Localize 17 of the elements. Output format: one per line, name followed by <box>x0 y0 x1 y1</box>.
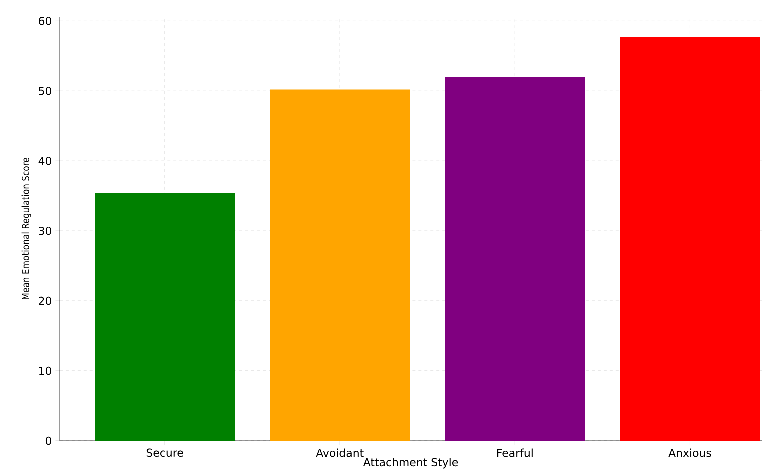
y-axis-title: Mean Emotional Regulation Score <box>22 158 32 300</box>
y-tick-label: 40 <box>38 156 52 166</box>
y-tick-label: 60 <box>39 17 52 26</box>
x-tick-label: Anxious <box>668 448 712 458</box>
y-tick-label: 0 <box>46 436 52 446</box>
x-axis-title: Attachment Style <box>363 458 458 469</box>
x-tick-label: Avoidant <box>316 448 364 458</box>
x-tick-label: Secure <box>146 448 184 458</box>
y-tick-label: 50 <box>39 87 52 96</box>
x-tick-label: Fearful <box>497 448 533 458</box>
y-tick-label: 20 <box>39 296 52 306</box>
bar <box>620 37 760 441</box>
bar <box>445 77 586 441</box>
bar <box>95 193 236 441</box>
y-tick-label: 30 <box>39 226 52 236</box>
bar <box>270 90 410 441</box>
y-tick-label: 10 <box>39 366 52 376</box>
